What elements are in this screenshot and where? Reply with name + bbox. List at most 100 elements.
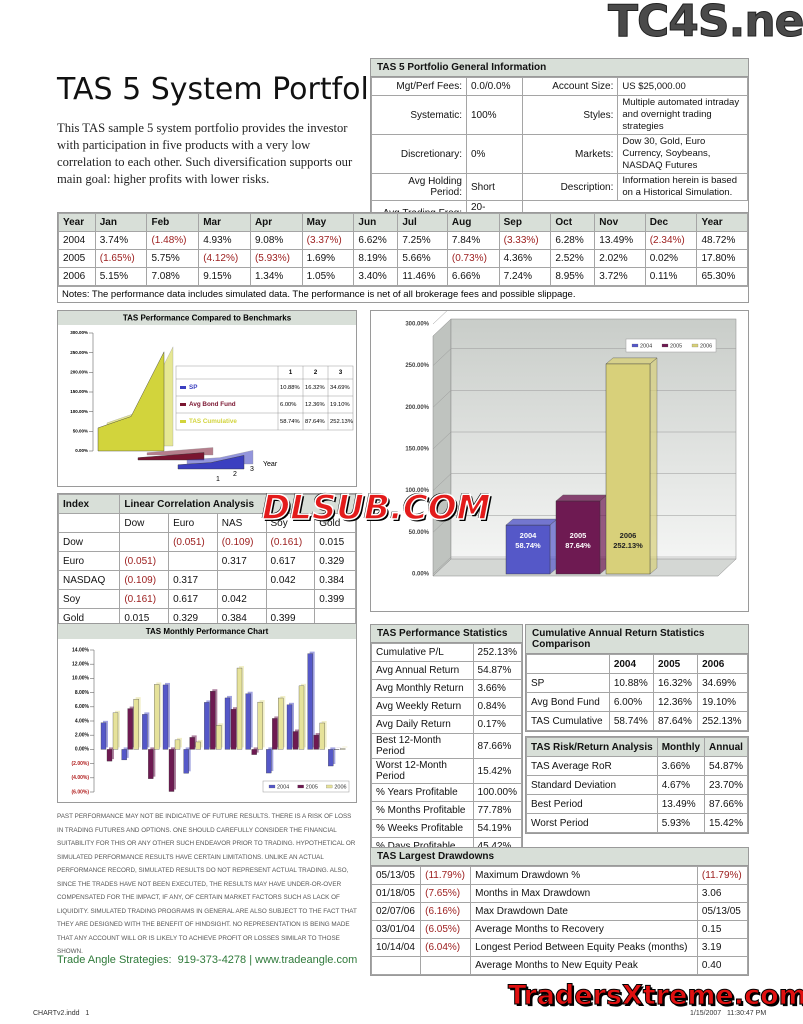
table-cell: 19.10% xyxy=(697,692,748,712)
legend xyxy=(262,780,350,793)
table-row: 01/18/05 (7.65%) Months in Max Drawdown 3.0… xyxy=(370,884,749,903)
bar xyxy=(204,702,210,750)
table-cell: Months in Max Drawdown xyxy=(470,884,698,903)
table-cell: 3.19 xyxy=(696,938,749,957)
table-cell: 23.70% xyxy=(704,775,748,795)
value-label: 34.69% xyxy=(330,385,350,391)
legend-label: SP xyxy=(189,384,197,391)
table-cell: Linear Correlation Analysis xyxy=(119,494,356,514)
notes: Notes: The performance data includes sim… xyxy=(58,286,748,302)
data-table: Cumulative P/L 252.13% Avg Annual Return 54… xyxy=(371,643,523,856)
table-cell: Dow xyxy=(57,532,121,552)
table-cell: 0.617 xyxy=(265,551,316,571)
table-cell: (6.16%) xyxy=(420,902,472,921)
x-tick-label: 1 xyxy=(216,476,220,483)
chart: TAS Monthly Performance Chart (6.00%) (4.0… xyxy=(58,624,356,795)
table-cell: 13.49% xyxy=(656,794,706,814)
area xyxy=(177,455,245,470)
table-cell: 2006 xyxy=(58,267,96,286)
table-cell: 6.28% xyxy=(550,231,596,250)
table-cell: 34.69% xyxy=(697,673,748,693)
bar xyxy=(174,739,181,750)
table-cell: 0.329 xyxy=(314,551,356,571)
table-cell: 11.46% xyxy=(397,267,448,286)
performance-statistics: TAS Performance Statistics Cumulative P/… xyxy=(370,624,523,857)
table-row: Mgt/Perf Fees: 0.0/0.0% Account Size: US $2… xyxy=(371,77,748,96)
table-row: 05/13/05 (11.79%) Maximum Drawdown % (11.79… xyxy=(370,866,749,885)
bar xyxy=(189,737,195,750)
table-cell: (0.051) xyxy=(168,532,218,552)
bar-side xyxy=(649,357,658,575)
table-cell: 0.0/0.0% xyxy=(465,77,524,96)
table-cell: (0.109) xyxy=(119,570,170,590)
disclaimer: Past performance may not be indicative o… xyxy=(57,813,357,955)
legend-swatch xyxy=(180,420,186,423)
table-cell: (7.65%) xyxy=(420,884,472,903)
legend-label: TAS Cumulative xyxy=(189,418,237,425)
table-cell: TAS Cumulative xyxy=(526,711,610,731)
table-cell: 87.64% xyxy=(652,711,699,731)
table-row: TAS Average RoR 3.66% 54.87% xyxy=(526,756,748,776)
table-cell xyxy=(168,551,218,571)
cumulative-returns: Cumulative Annual Return Statistics Comp… xyxy=(525,624,749,732)
table-cell: 9.15% xyxy=(198,267,251,286)
table-cell: 252.13% xyxy=(472,643,523,662)
table-cell: 7.08% xyxy=(146,267,200,286)
bar xyxy=(133,698,139,750)
table-cell: 5.75% xyxy=(146,249,200,268)
y-tick-label: 300.00% xyxy=(405,322,429,328)
table-cell: (0.161) xyxy=(265,532,316,552)
bar xyxy=(162,684,169,750)
table-cell: 77.78% xyxy=(472,801,523,820)
bar xyxy=(154,684,160,750)
table-cell: Avg Daily Return xyxy=(371,715,474,734)
value-label: 10.88% xyxy=(280,385,300,391)
chart: TAS Performance Compared to Benchmarks 0.… xyxy=(58,311,356,483)
legend-label: 2006 xyxy=(334,784,346,790)
table-row: 2005 (1.65%) 5.75% (4.12%) (5.93%) 1.69% 8.19%… xyxy=(58,249,748,268)
bar xyxy=(106,749,113,762)
table-cell: 17.80% xyxy=(696,249,748,268)
y-tick-label: 0.00% xyxy=(75,448,88,453)
table-cell: 0.042 xyxy=(265,570,316,590)
table-cell: Max Drawdown Date xyxy=(470,902,698,921)
box-title: Cumulative Annual Return Statistics Comp… xyxy=(526,625,748,654)
table-cell: 0.042 xyxy=(216,589,267,609)
table-row: Avg Bond Fund 6.00% 12.36% 19.10% xyxy=(526,692,748,712)
table-cell: % Months Profitable xyxy=(371,801,474,820)
table-cell: 0.11% xyxy=(644,267,698,286)
value-label: 58.74% xyxy=(515,541,541,550)
general-info: TAS 5 Portfolio General Information Mgt/… xyxy=(370,58,749,227)
side-wall xyxy=(432,318,452,577)
table-row: Dow Euro NAS Soy Gold xyxy=(57,513,356,533)
table-cell: US $25,000.00 xyxy=(617,77,748,96)
table-cell: 65.30% xyxy=(696,267,748,286)
table-cell: 4.36% xyxy=(498,249,552,268)
table-cell: 05/13/05 xyxy=(696,902,749,921)
bar xyxy=(245,693,251,750)
x-tick-label: 3 xyxy=(250,466,254,473)
table-cell: (1.48%) xyxy=(146,231,200,250)
table-cell: Markets: xyxy=(522,134,619,174)
table-cell: 4.67% xyxy=(656,775,706,795)
legend-swatch xyxy=(631,343,639,348)
table-row: Discretionary: 0% Markets: Dow 30, Gold, Eu… xyxy=(371,134,748,174)
value-label: 87.64% xyxy=(565,541,591,550)
table-cell: 54.87% xyxy=(704,756,748,776)
bar xyxy=(505,524,551,575)
legend-swatch xyxy=(180,403,186,406)
legend-label: 2004 xyxy=(640,343,652,349)
chart: 0.00% 50.00% 100.00% 150.00% 200.00% 250.00% 3… xyxy=(405,311,737,578)
table-cell: Average Months to Recovery xyxy=(470,920,698,939)
table-cell: 1.05% xyxy=(301,267,355,286)
y-tick-label: 150.00% xyxy=(70,389,88,394)
table-cell: Short xyxy=(465,173,524,201)
bar xyxy=(100,722,107,750)
table-cell: 3.40% xyxy=(353,267,399,286)
table-cell: 54.87% xyxy=(472,661,523,680)
y-tick-label: 100.00% xyxy=(405,488,429,494)
table-cell: 6.66% xyxy=(446,267,500,286)
bar-label: 2005 xyxy=(570,531,587,540)
y-tick-label: 100.00% xyxy=(70,409,88,414)
table-cell: 87.66% xyxy=(472,733,523,759)
